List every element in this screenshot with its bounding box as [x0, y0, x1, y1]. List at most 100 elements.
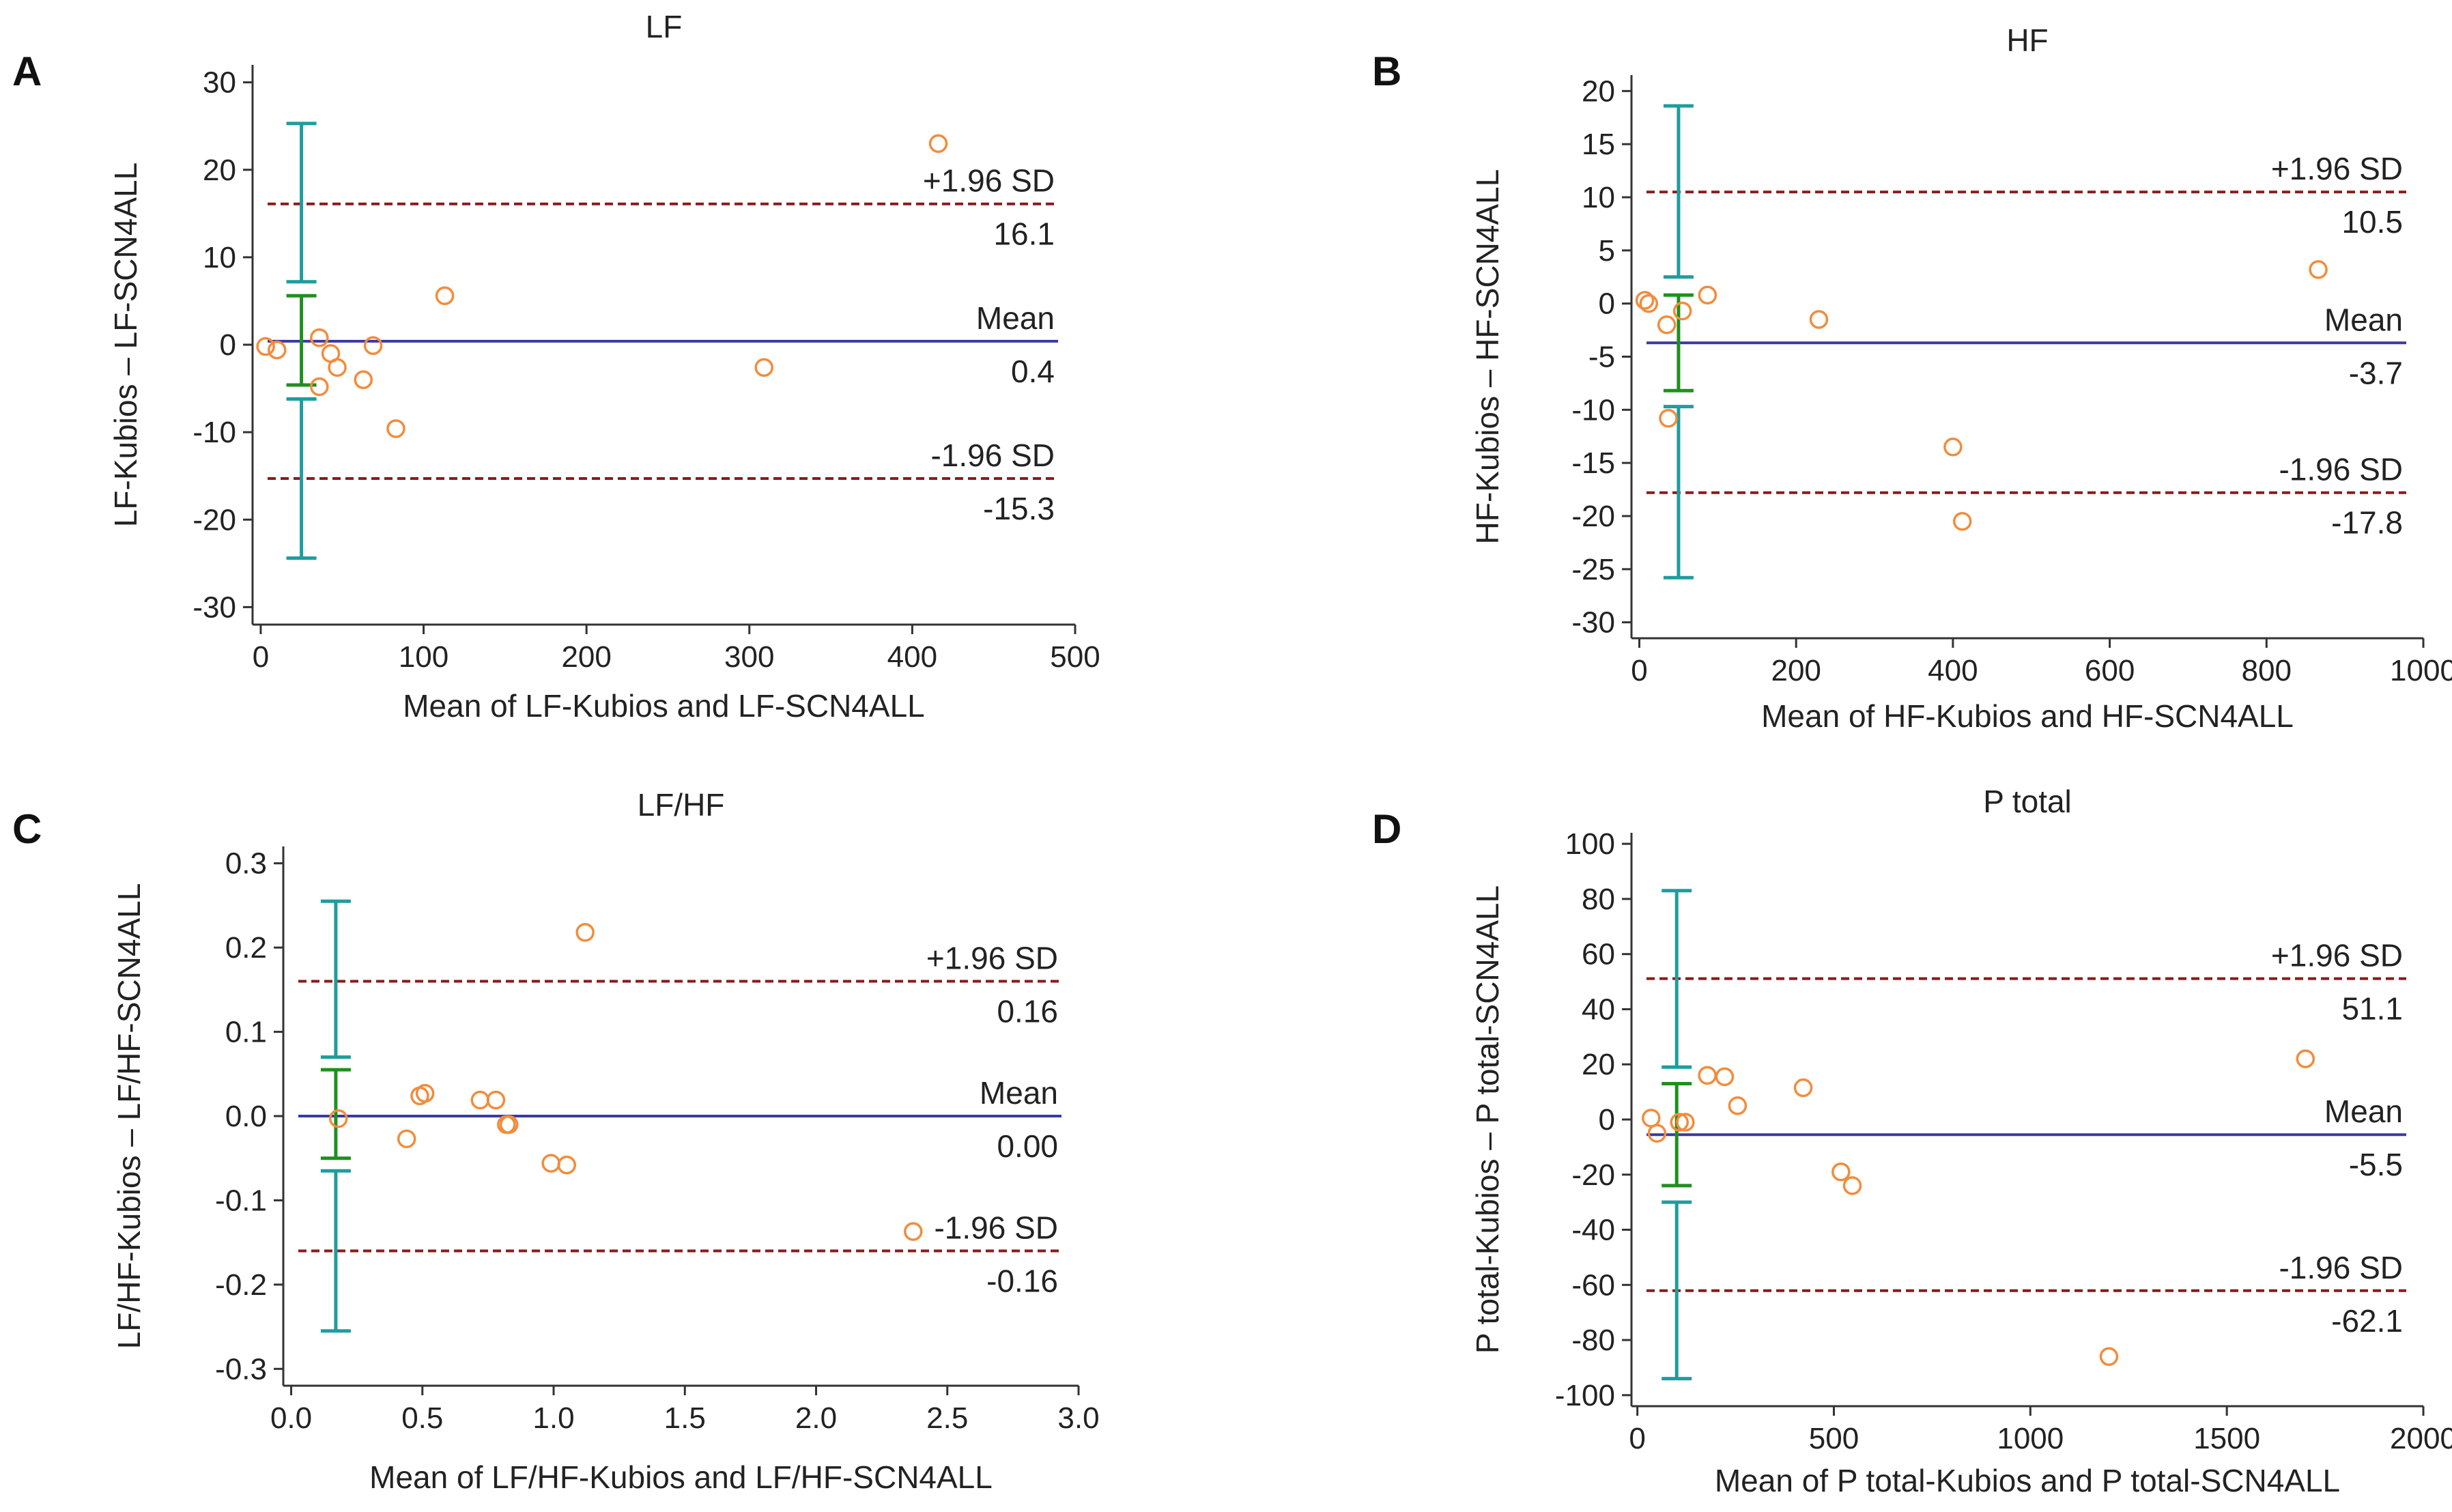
panel-b-data-point-9 — [1952, 512, 1972, 531]
panel-d-lower-label: -1.96 SD — [2279, 1250, 2403, 1285]
panel-d-x-tick-label: 2000 — [2390, 1422, 2452, 1455]
panel-d-y-tick-label: 100 — [1565, 827, 1615, 861]
panel-c-data-point-4 — [415, 1083, 435, 1103]
panel-c-y-axis-label: LF/HF-Kubios – LF/HF-SCN4ALL — [111, 883, 147, 1350]
panel-b-x-tick-label: 1000 — [2390, 654, 2452, 687]
panel-b-y-axis-label: HF-Kubios – HF-SCN4ALL — [1470, 169, 1505, 545]
panel-b-data-point-6 — [1698, 285, 1717, 304]
panel-a-data-point-12 — [928, 134, 948, 154]
panel-a-x-tick-label: 400 — [887, 640, 937, 674]
panel-d-y-axis-label: P total-Kubios – P total-SCN4ALL — [1470, 885, 1505, 1354]
panel-a-lower-value: -15.3 — [983, 491, 1055, 526]
panel-d-data-point-8 — [1793, 1078, 1813, 1098]
panel-c-title: LF/HF — [638, 787, 725, 823]
panel-d-data-point-9 — [1831, 1162, 1851, 1182]
panel-d-data-point-6 — [1715, 1067, 1735, 1087]
panel-b-x-tick-label: 800 — [2242, 654, 2292, 687]
panel-c-data-point-5 — [470, 1090, 490, 1110]
panel-b-data-point-4 — [1659, 409, 1678, 428]
panel-a-y-tick-label: 0 — [220, 328, 236, 362]
panel-d-y-tick-label: 80 — [1582, 883, 1615, 916]
panel-c-y-tick-label: 0.1 — [225, 1016, 267, 1049]
panel-c-x-tick-label: 0.0 — [270, 1401, 312, 1435]
panel-b-data-point-2 — [1639, 294, 1659, 313]
panel-a-y-tick-label: -20 — [193, 503, 236, 537]
panel-b-x-tick-label: 200 — [1771, 654, 1821, 687]
panel-c-lower-label: -1.96 SD — [934, 1210, 1058, 1246]
panel-b-y-tick-label: -10 — [1571, 393, 1615, 427]
panel-c-letter: C — [12, 806, 42, 852]
panel-d-upper-label: +1.96 SD — [2271, 938, 2403, 973]
panel-b-data-point-1 — [1635, 291, 1655, 310]
panel-d-x-tick-label: 1000 — [1997, 1422, 2064, 1455]
panel-c-data-point-8 — [499, 1115, 519, 1135]
panel-b-title: HF — [2006, 23, 2048, 58]
panel-b-data-point-3 — [1657, 315, 1677, 334]
panel-b-data-point-7 — [1809, 310, 1829, 329]
panel-b-lower-value: -17.8 — [2331, 505, 2403, 541]
panel-c-lower-value: -0.16 — [986, 1264, 1058, 1299]
panel-c-data-point-2 — [397, 1129, 416, 1149]
panel-d-lower-value: -62.1 — [2331, 1303, 2403, 1339]
panel-d-data-point-12 — [2296, 1049, 2315, 1068]
panel-a-data-point-3 — [310, 328, 329, 347]
panel-a-data-point-10 — [435, 286, 455, 305]
panel-b-x-tick-label: 400 — [1928, 654, 1978, 687]
panel-b-mean-label: Mean — [2324, 302, 2403, 337]
panel-c-x-tick-label: 3.0 — [1057, 1401, 1099, 1435]
panel-b-y-tick-label: -30 — [1571, 606, 1615, 640]
panel-b-y-tick-label: -5 — [1588, 341, 1615, 374]
panel-b-y-tick-label: 5 — [1599, 234, 1615, 268]
panel-d-y-tick-label: -40 — [1571, 1214, 1615, 1247]
panel-c-data-point-12 — [904, 1222, 923, 1241]
panel-c-data-point-11 — [575, 923, 595, 942]
panel-c-x-tick-label: 2.0 — [795, 1401, 837, 1435]
panel-c-x-tick-label: 0.5 — [401, 1401, 443, 1435]
panel-d-data-point-5 — [1698, 1066, 1717, 1085]
panel-a-data-point-9 — [386, 419, 405, 438]
panel-b-letter: B — [1372, 48, 1401, 94]
panel-a-x-axis-label: Mean of LF-Kubios and LF-SCN4ALL — [403, 688, 925, 724]
panel-c-y-tick-label: -0.3 — [215, 1352, 267, 1386]
panel-d-x-tick-label: 0 — [1629, 1422, 1645, 1455]
panel-a-upper-value: 16.1 — [993, 216, 1055, 252]
panel-c-x-tick-label: 1.0 — [532, 1401, 574, 1435]
panel-a-data-point-8 — [363, 336, 383, 356]
panel-a-data-point-2 — [268, 340, 287, 360]
panel-c-y-tick-label: 0.0 — [225, 1100, 267, 1133]
panel-d-mean-label: Mean — [2324, 1094, 2403, 1129]
panel-d-data-point-11 — [2099, 1347, 2119, 1367]
panel-a-data-point-11 — [754, 358, 773, 377]
panel-a-data-point-7 — [354, 370, 373, 389]
panel-a-x-tick-label: 300 — [724, 640, 774, 674]
panel-b-y-tick-label: 20 — [1582, 74, 1615, 108]
panel-b-y-tick-label: 10 — [1582, 181, 1615, 214]
panel-a-x-tick-label: 500 — [1050, 640, 1100, 674]
panel-d-y-tick-label: -20 — [1571, 1158, 1615, 1192]
panel-d-y-tick-label: 40 — [1582, 993, 1615, 1026]
panel-d-y-tick-label: 60 — [1582, 938, 1615, 971]
panel-a-data-point-4 — [310, 377, 329, 397]
panel-c-mean-label: Mean — [980, 1075, 1058, 1111]
panel-d-data-point-2 — [1647, 1124, 1667, 1143]
panel-a-x-tick-label: 0 — [253, 640, 269, 674]
panel-b-y-tick-label: 0 — [1599, 287, 1615, 321]
panel-c-data-point-6 — [486, 1090, 506, 1110]
panel-b-data-point-8 — [1943, 438, 1963, 457]
panel-a-y-tick-label: 10 — [203, 241, 236, 274]
panel-b-upper-value: 10.5 — [2341, 204, 2403, 240]
panel-d-data-point-10 — [1842, 1176, 1862, 1195]
panel-d-x-tick-label: 500 — [1809, 1422, 1859, 1455]
panel-a-mean-label: Mean — [976, 300, 1055, 336]
panel-c-y-tick-label: -0.2 — [215, 1268, 267, 1302]
panel-b-lower-label: -1.96 SD — [2279, 452, 2403, 487]
panel-d-data-point-1 — [1642, 1109, 1661, 1128]
panel-c-x-axis-label: Mean of LF/HF-Kubios and LF/HF-SCN4ALL — [369, 1459, 993, 1495]
panel-c-data-point-1 — [328, 1109, 348, 1128]
panel-c-y-tick-label: 0.2 — [225, 931, 267, 965]
panel-d-y-tick-label: 0 — [1599, 1103, 1615, 1137]
panel-b-x-tick-label: 600 — [2085, 654, 2135, 687]
panel-d-upper-value: 51.1 — [2341, 991, 2403, 1027]
panel-d-data-point-4 — [1676, 1113, 1695, 1132]
